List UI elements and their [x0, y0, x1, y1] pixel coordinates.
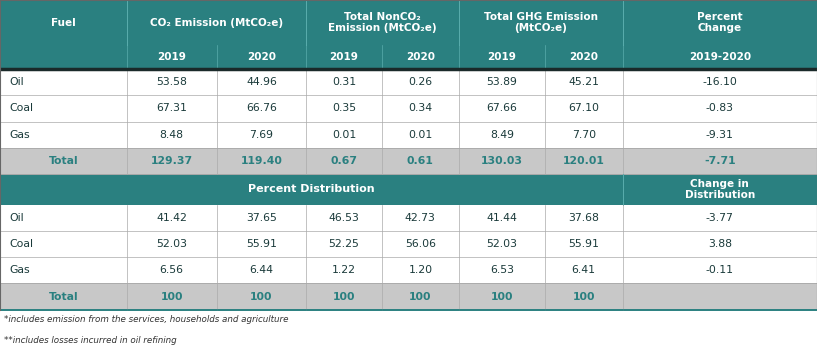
Text: 120.01: 120.01: [563, 156, 605, 166]
Text: 55.91: 55.91: [246, 239, 277, 249]
Text: 0.61: 0.61: [407, 156, 434, 166]
Text: 0.01: 0.01: [332, 130, 356, 140]
FancyBboxPatch shape: [0, 231, 817, 257]
Text: Oil: Oil: [10, 77, 25, 87]
Text: -0.11: -0.11: [706, 265, 734, 275]
Text: 52.25: 52.25: [328, 239, 359, 249]
Text: 52.03: 52.03: [487, 239, 517, 249]
Text: 66.76: 66.76: [246, 104, 277, 113]
Text: 130.03: 130.03: [481, 156, 523, 166]
FancyBboxPatch shape: [0, 0, 817, 310]
Text: Fuel: Fuel: [51, 18, 76, 28]
Text: Total: Total: [48, 156, 78, 166]
Text: Total: Total: [48, 292, 78, 302]
FancyBboxPatch shape: [0, 174, 817, 205]
Text: Total GHG Emission
(MtCO₂e): Total GHG Emission (MtCO₂e): [484, 12, 598, 33]
Text: 67.66: 67.66: [487, 104, 517, 113]
Text: 7.70: 7.70: [572, 130, 596, 140]
Text: Gas: Gas: [10, 130, 30, 140]
FancyBboxPatch shape: [0, 148, 817, 174]
Text: -16.10: -16.10: [703, 77, 737, 87]
Text: 53.58: 53.58: [156, 77, 187, 87]
Text: 0.35: 0.35: [332, 104, 356, 113]
Text: Coal: Coal: [10, 239, 33, 249]
FancyBboxPatch shape: [0, 205, 817, 231]
Text: Percent Distribution: Percent Distribution: [248, 184, 374, 195]
Text: 37.68: 37.68: [569, 213, 599, 223]
FancyBboxPatch shape: [0, 45, 817, 69]
Text: -3.77: -3.77: [706, 213, 734, 223]
FancyBboxPatch shape: [0, 257, 817, 284]
Text: -0.83: -0.83: [706, 104, 734, 113]
Text: *includes emission from the services, households and agriculture: *includes emission from the services, ho…: [4, 315, 288, 324]
Text: 45.21: 45.21: [569, 77, 599, 87]
FancyBboxPatch shape: [0, 69, 817, 95]
Text: 41.44: 41.44: [487, 213, 517, 223]
Text: 129.37: 129.37: [150, 156, 193, 166]
Text: 3.88: 3.88: [708, 239, 732, 249]
Text: CO₂ Emission (MtCO₂e): CO₂ Emission (MtCO₂e): [150, 18, 283, 28]
Text: 8.49: 8.49: [490, 130, 514, 140]
Text: 119.40: 119.40: [240, 156, 283, 166]
Text: 0.34: 0.34: [408, 104, 432, 113]
Text: 2019: 2019: [488, 52, 516, 62]
FancyBboxPatch shape: [0, 95, 817, 121]
Text: 37.65: 37.65: [246, 213, 277, 223]
Text: 2019-2020: 2019-2020: [689, 52, 751, 62]
FancyBboxPatch shape: [0, 284, 817, 310]
Text: 8.48: 8.48: [159, 130, 184, 140]
Text: 100: 100: [409, 292, 431, 302]
Text: 2020: 2020: [569, 52, 598, 62]
FancyBboxPatch shape: [0, 310, 817, 350]
Text: -7.71: -7.71: [704, 156, 735, 166]
Text: 6.56: 6.56: [159, 265, 184, 275]
Text: 44.96: 44.96: [246, 77, 277, 87]
Text: 2020: 2020: [406, 52, 435, 62]
Text: 0.67: 0.67: [330, 156, 358, 166]
Text: 53.89: 53.89: [487, 77, 517, 87]
Text: 67.31: 67.31: [156, 104, 187, 113]
Text: -9.31: -9.31: [706, 130, 734, 140]
Text: 0.26: 0.26: [408, 77, 432, 87]
Text: **includes losses incurred in oil refining: **includes losses incurred in oil refini…: [4, 336, 176, 345]
Text: Coal: Coal: [10, 104, 33, 113]
Text: Total NonCO₂
Emission (MtCO₂e): Total NonCO₂ Emission (MtCO₂e): [328, 12, 437, 33]
Text: 100: 100: [160, 292, 183, 302]
Text: 2019: 2019: [157, 52, 186, 62]
Text: Gas: Gas: [10, 265, 30, 275]
Text: 0.31: 0.31: [332, 77, 356, 87]
Text: 55.91: 55.91: [569, 239, 599, 249]
Text: 41.42: 41.42: [156, 213, 187, 223]
Text: 56.06: 56.06: [405, 239, 435, 249]
Text: 2020: 2020: [247, 52, 276, 62]
FancyBboxPatch shape: [0, 0, 817, 45]
Text: 0.01: 0.01: [408, 130, 432, 140]
Text: 1.20: 1.20: [408, 265, 432, 275]
Text: 100: 100: [333, 292, 355, 302]
Text: 6.44: 6.44: [249, 265, 274, 275]
Text: 7.69: 7.69: [249, 130, 274, 140]
Text: 6.53: 6.53: [490, 265, 514, 275]
Text: Percent
Change: Percent Change: [697, 12, 743, 33]
FancyBboxPatch shape: [0, 121, 817, 148]
Text: 100: 100: [250, 292, 273, 302]
Text: 6.41: 6.41: [572, 265, 596, 275]
Text: Change in
Distribution: Change in Distribution: [685, 178, 755, 200]
Text: 46.53: 46.53: [328, 213, 359, 223]
Text: Oil: Oil: [10, 213, 25, 223]
Text: 100: 100: [573, 292, 595, 302]
Text: 1.22: 1.22: [332, 265, 356, 275]
Text: 52.03: 52.03: [156, 239, 187, 249]
Text: 2019: 2019: [329, 52, 359, 62]
Text: 100: 100: [491, 292, 513, 302]
Text: 42.73: 42.73: [405, 213, 435, 223]
Text: 67.10: 67.10: [569, 104, 599, 113]
